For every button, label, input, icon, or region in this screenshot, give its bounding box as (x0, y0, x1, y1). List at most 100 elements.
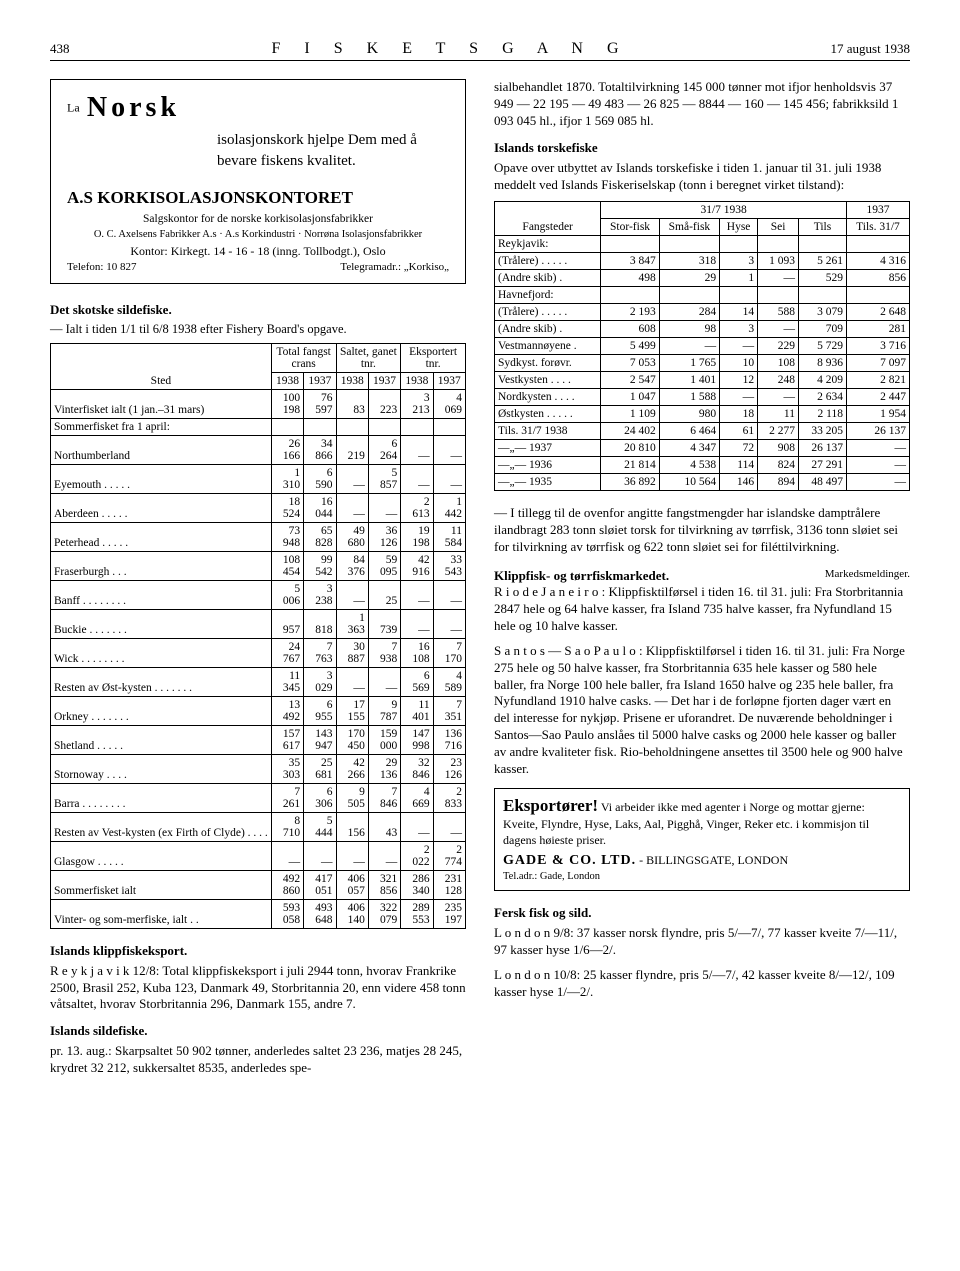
table-cell: 25 681 (304, 754, 336, 783)
table-row-label: Peterhead . . . . . (51, 522, 272, 551)
table-cell: 136 716 (433, 725, 465, 754)
table-cell: 146 (720, 474, 758, 491)
table-cell (433, 418, 465, 435)
table-cell: 5 729 (798, 338, 846, 355)
table-cell: 284 (659, 304, 719, 321)
table-cell: 147 998 (401, 725, 433, 754)
table-cell: 10 564 (659, 474, 719, 491)
table-row-label: Resten av Vest-kysten (ex Firth of Clyde… (51, 812, 272, 841)
table-cell: 20 810 (601, 440, 659, 457)
table-cell: 5 857 (368, 464, 400, 493)
table-cell: 24 402 (601, 423, 659, 440)
table-cell: 3 079 (798, 304, 846, 321)
table-cell: 10 (720, 355, 758, 372)
ad-office: Kontor: Kirkegt. 14 - 16 - 18 (inng. Tol… (67, 244, 449, 259)
table-cell: 417 051 (304, 870, 336, 899)
table-cell: 25 (368, 580, 400, 609)
table-cell: 159 000 (368, 725, 400, 754)
table-cell: — (758, 270, 799, 287)
table-row-label: Buckie . . . . . . . (51, 609, 272, 638)
table-cell: 2 277 (758, 423, 799, 440)
table-row-label: Resten av Øst-kysten . . . . . . . (51, 667, 272, 696)
table-cell: 27 291 (798, 457, 846, 474)
table-cell: 498 (601, 270, 659, 287)
table-cell: 4 347 (659, 440, 719, 457)
table-row-label: Eyemouth . . . . . (51, 464, 272, 493)
table-cell: 29 (659, 270, 719, 287)
table-cell: 1 (720, 270, 758, 287)
fersk-heading: Fersk fisk og sild. (494, 905, 910, 921)
table-cell: 72 (720, 440, 758, 457)
table-cell: 34 866 (304, 435, 336, 464)
table-cell: — (401, 609, 433, 638)
table-cell: 11 401 (401, 696, 433, 725)
table-cell: 65 828 (304, 522, 336, 551)
table-cell: — (336, 667, 368, 696)
th-1937: 1937 (846, 202, 909, 219)
table-cell: 2 613 (401, 493, 433, 522)
table-cell: 18 524 (271, 493, 303, 522)
table-row-label: Vestkysten . . . . (495, 372, 601, 389)
silde-para: pr. 13. aug.: Skarpsaltet 50 902 tønner,… (50, 1043, 466, 1077)
ad-telephone: Telefon: 10 827 (67, 261, 137, 273)
klipp-heading: Islands klippfiskeksport. (50, 943, 466, 959)
table-cell: — (401, 812, 433, 841)
table-cell: — (846, 457, 909, 474)
table-cell: 143 947 (304, 725, 336, 754)
table-cell: 170 450 (336, 725, 368, 754)
table-cell: 2 833 (433, 783, 465, 812)
table-cell: 23 126 (433, 754, 465, 783)
table-cell: 824 (758, 457, 799, 474)
market-sub: Markedsmeldinger. (825, 568, 910, 584)
table-cell: 235 197 (433, 899, 465, 928)
table-cell: — (336, 493, 368, 522)
table-cell: 16 108 (401, 638, 433, 667)
table-row-label: Aberdeen . . . . . (51, 493, 272, 522)
table-cell: 588 (758, 304, 799, 321)
th-c: Små-fisk (659, 219, 719, 236)
table-cell: 4 669 (401, 783, 433, 812)
table-cell: 7 938 (368, 638, 400, 667)
table-row-label: —„— 1937 (495, 440, 601, 457)
table-cell: 7 351 (433, 696, 465, 725)
th-y: 1938 (336, 372, 368, 389)
table-cell (758, 236, 799, 253)
table-cell: 1 954 (846, 406, 909, 423)
table-cell (601, 236, 659, 253)
table-cell: 36 892 (601, 474, 659, 491)
table-row-label: (Andre skib) . (495, 321, 601, 338)
page-header: 438 F I S K E T S G A N G 17 august 1938 (50, 40, 910, 61)
th-1938: 31/7 1938 (601, 202, 847, 219)
table-cell: 980 (659, 406, 719, 423)
table-cell: 7 763 (304, 638, 336, 667)
table-cell: 33 205 (798, 423, 846, 440)
table-cell (368, 418, 400, 435)
table-cell: 43 (368, 812, 400, 841)
table-cell: 2 022 (401, 841, 433, 870)
table-cell: 33 543 (433, 551, 465, 580)
topright-para: sialbehandlet 1870. Totaltilvirkning 145… (494, 79, 910, 130)
table-cell: 856 (846, 270, 909, 287)
table-cell (798, 236, 846, 253)
table-cell: 321 856 (368, 870, 400, 899)
table-cell: — (720, 338, 758, 355)
table-cell: 26 137 (846, 423, 909, 440)
table-cell: 2 118 (798, 406, 846, 423)
table-row-label: —„— 1936 (495, 457, 601, 474)
table-cell: 2 447 (846, 389, 909, 406)
table-cell: 84 376 (336, 551, 368, 580)
table-cell: — (433, 580, 465, 609)
table-cell: — (659, 338, 719, 355)
table-cell: — (433, 609, 465, 638)
table-cell: — (336, 841, 368, 870)
table-cell: 5 261 (798, 253, 846, 270)
table-cell: 19 198 (401, 522, 433, 551)
table-cell: 35 303 (271, 754, 303, 783)
table-cell (846, 236, 909, 253)
table-cell (659, 236, 719, 253)
table-row-label: Stornoway . . . . (51, 754, 272, 783)
table-cell: 42 916 (401, 551, 433, 580)
table-cell: 818 (304, 609, 336, 638)
table-cell (758, 287, 799, 304)
table-cell: — (720, 389, 758, 406)
